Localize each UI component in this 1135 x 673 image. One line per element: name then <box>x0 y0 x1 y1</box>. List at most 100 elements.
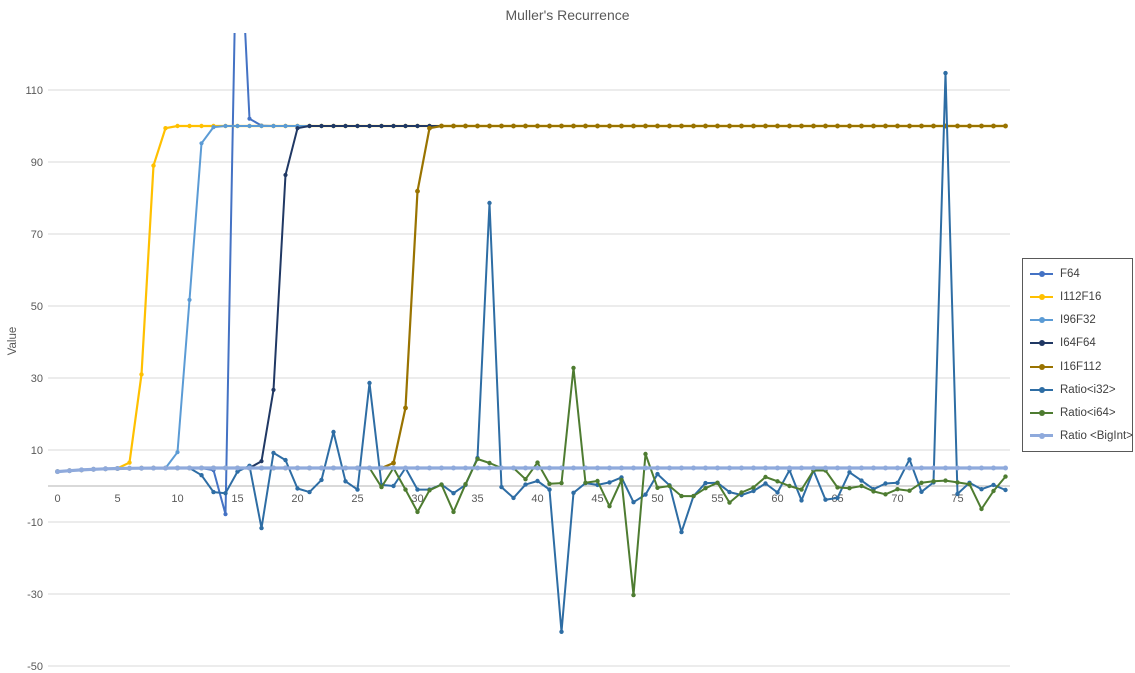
series-point-ratio-bigint <box>199 465 204 471</box>
series-point-i16f112 <box>583 123 588 129</box>
series-point-i16f112 <box>679 123 684 129</box>
series-point-i16f112 <box>787 123 792 129</box>
series-point-ratio-i32 <box>991 482 996 488</box>
series-point-ratio-bigint <box>751 465 756 471</box>
x-tick-label: 25 <box>351 493 363 505</box>
y-axis-title: Value <box>7 327 19 356</box>
series-point-ratio-i32 <box>883 481 888 486</box>
series-ratio-bigint[interactable] <box>55 465 1008 475</box>
series-point-ratio-bigint <box>235 465 240 471</box>
series-point-i96f32 <box>223 123 228 129</box>
series-point-ratio-i32 <box>943 70 948 76</box>
series-point-i64f64 <box>259 459 264 464</box>
legend-swatch-i112f16 <box>1030 292 1053 302</box>
x-tick-label: 45 <box>591 493 603 505</box>
series-point-ratio-bigint <box>115 466 120 471</box>
legend-item-ratio-i64[interactable]: Ratio<i64> <box>1030 402 1130 424</box>
series-point-ratio-bigint <box>175 465 180 471</box>
series-point-i16f112 <box>883 123 888 129</box>
x-tick-label: 5 <box>114 493 120 505</box>
series-point-ratio-i32 <box>835 495 840 501</box>
series-point-i96f32 <box>235 123 240 129</box>
series-point-i16f112 <box>991 123 996 129</box>
series-point-ratio-bigint <box>559 465 564 471</box>
series-point-i96f32 <box>187 297 192 302</box>
series-point-ratio-bigint <box>271 465 276 471</box>
series-point-i16f112 <box>619 123 624 129</box>
series-point-i16f112 <box>655 123 660 129</box>
series-point-i16f112 <box>523 123 528 129</box>
series-point-ratio-bigint <box>499 465 504 471</box>
series-point-ratio-bigint <box>583 465 588 471</box>
legend-label-f64: F64 <box>1060 268 1080 281</box>
legend-item-i96f32[interactable]: I96F32 <box>1030 309 1130 331</box>
series-point-ratio-i32 <box>319 477 324 483</box>
series-point-ratio-i64 <box>415 509 420 515</box>
series-point-ratio-i32 <box>607 480 612 485</box>
plot-area[interactable] <box>48 33 1010 668</box>
series-point-i96f32 <box>271 123 276 129</box>
legend-item-i16f112[interactable]: I16F112 <box>1030 356 1130 378</box>
legend-swatch-i64f64 <box>1030 338 1053 348</box>
series-point-i112f16 <box>151 163 156 168</box>
legend-item-i64f64[interactable]: I64F64 <box>1030 332 1130 354</box>
series-point-ratio-bigint <box>763 465 768 471</box>
series-point-ratio-i64 <box>403 487 408 492</box>
legend-marker-icon <box>1039 386 1045 393</box>
series-point-ratio-i32 <box>295 486 300 491</box>
series-point-ratio-bigint <box>871 465 876 471</box>
series-point-ratio-i32 <box>859 478 864 483</box>
series-point-ratio-i64 <box>991 488 996 494</box>
series-point-ratio-i32 <box>823 497 828 502</box>
series-point-ratio-bigint <box>331 465 336 471</box>
series-point-ratio-i64 <box>571 365 576 371</box>
series-point-i112f16 <box>163 126 168 131</box>
series-point-ratio-bigint <box>991 465 996 471</box>
series-point-ratio-i32 <box>907 457 912 462</box>
series-point-ratio-bigint <box>667 465 672 471</box>
series-point-ratio-bigint <box>907 465 912 471</box>
series-point-i16f112 <box>871 123 876 129</box>
legend-item-i112f16[interactable]: I112F16 <box>1030 286 1130 308</box>
x-tick-label: 20 <box>291 493 303 505</box>
series-point-ratio-bigint <box>715 465 720 471</box>
legend-marker-icon <box>1039 340 1045 347</box>
legend-swatch-ratio-bigint <box>1030 431 1053 441</box>
series-point-ratio-bigint <box>307 465 312 471</box>
series-point-ratio-i32 <box>235 469 240 474</box>
series-point-ratio-bigint <box>1003 465 1008 471</box>
series-point-i112f16 <box>187 123 192 129</box>
series-point-ratio-i32 <box>703 480 708 486</box>
legend-item-ratio-i32[interactable]: Ratio<i32> <box>1030 379 1130 401</box>
x-tick-label: 40 <box>531 493 543 505</box>
series-point-ratio-bigint <box>427 465 432 471</box>
legend-swatch-i96f32 <box>1030 315 1053 325</box>
series-point-i112f16 <box>139 372 144 377</box>
x-tick-label: 30 <box>411 493 423 505</box>
series-layer <box>55 33 1008 634</box>
series-point-ratio-bigint <box>967 465 972 471</box>
series-point-ratio-i32 <box>523 482 528 487</box>
legend-item-ratio-bigint[interactable]: Ratio <BigInt> <box>1030 425 1133 447</box>
series-point-ratio-i32 <box>331 429 336 435</box>
x-tick-label: 0 <box>54 493 60 505</box>
series-point-i64f64 <box>415 123 420 129</box>
series-point-ratio-i32 <box>199 473 204 478</box>
series-point-ratio-i64 <box>607 504 612 509</box>
y-tick-label: 110 <box>25 85 43 97</box>
series-point-ratio-bigint <box>343 465 348 471</box>
series-point-ratio-bigint <box>151 465 156 471</box>
legend-label-i64f64: I64F64 <box>1060 337 1096 350</box>
series-point-ratio-i32 <box>415 487 420 492</box>
legend-item-f64[interactable]: F64 <box>1030 263 1130 285</box>
series-point-ratio-i64 <box>883 492 888 497</box>
series-point-ratio-bigint <box>103 466 108 472</box>
legend-swatch-ratio-i32 <box>1030 385 1053 395</box>
series-point-ratio-bigint <box>883 465 888 471</box>
series-point-ratio-i32 <box>727 489 732 495</box>
series-point-ratio-bigint <box>619 465 624 471</box>
series-point-i64f64 <box>283 172 288 178</box>
legend-swatch-f64 <box>1030 269 1053 279</box>
series-point-i16f112 <box>571 123 576 129</box>
